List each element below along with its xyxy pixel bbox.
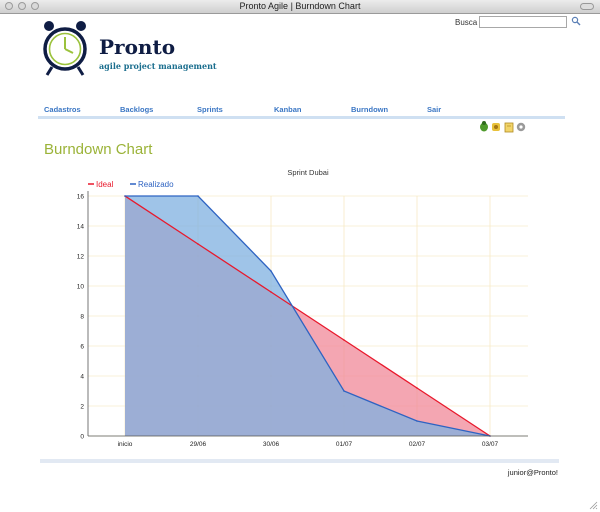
y-tick-label: 2: [80, 404, 84, 411]
x-tick-label: 03/07: [482, 441, 499, 448]
window-title: Pronto Agile | Burndown Chart: [239, 1, 361, 11]
point-ideal: [416, 387, 418, 389]
y-tick-label: 12: [77, 254, 85, 261]
point-realizado: [343, 390, 345, 392]
point-ideal: [197, 243, 199, 245]
wrench-icon[interactable]: [492, 123, 500, 131]
y-tick-label: 14: [77, 224, 85, 231]
nav-item-sair[interactable]: Sair: [427, 105, 442, 114]
toolbar-toggle-button[interactable]: [580, 3, 594, 10]
resize-grip-icon[interactable]: [589, 501, 598, 510]
page-title: Burndown Chart: [44, 141, 153, 158]
x-tick-label: 30/06: [263, 441, 280, 448]
alarm-clock-logo-icon: [43, 21, 87, 76]
nav-item-kanban[interactable]: Kanban: [274, 105, 302, 114]
point-realizado: [197, 195, 199, 197]
point-ideal: [343, 339, 345, 341]
zoom-window-button[interactable]: [31, 2, 39, 10]
point-ideal: [270, 291, 272, 293]
search-icon[interactable]: [571, 16, 581, 26]
x-tick-label: 29/06: [190, 441, 207, 448]
legend-label-realizado: Realizado: [138, 180, 174, 189]
nav-item-sprints[interactable]: Sprints: [197, 105, 223, 114]
y-tick-label: 8: [80, 314, 84, 321]
nav-item-backlogs[interactable]: Backlogs: [120, 105, 154, 114]
nav-divider: [38, 116, 565, 119]
x-tick-label: 02/07: [409, 441, 426, 448]
x-tick-label: inicio: [118, 441, 133, 448]
legend-label-ideal: Ideal: [96, 180, 114, 189]
document-icon[interactable]: [504, 122, 514, 133]
nav-item-burndown[interactable]: Burndown: [351, 105, 389, 114]
point-realizado: [124, 195, 126, 197]
brand-tagline: agile project management: [99, 61, 217, 71]
nav-item-cadastros[interactable]: Cadastros: [44, 105, 81, 114]
y-tick-label: 6: [80, 344, 84, 351]
point-realizado: [416, 420, 418, 422]
window-titlebar[interactable]: Pronto Agile | Burndown Chart: [0, 0, 600, 14]
line-ideal: [124, 195, 491, 437]
toolbar-icons: [480, 121, 526, 133]
search-input[interactable]: [479, 16, 567, 28]
burndown-chart: Sprint Dubai Ideal Realizado 0 2 4 6 8 10 12 14 16 i…: [77, 168, 528, 448]
gear-icon[interactable]: [516, 122, 526, 132]
chart-title: Sprint Dubai: [287, 168, 329, 177]
footer-user: junior@Pronto!: [507, 468, 558, 477]
y-tick-label: 16: [77, 194, 85, 201]
footer-divider: [40, 459, 559, 463]
bug-icon[interactable]: [480, 121, 488, 132]
x-tick-label: 01/07: [336, 441, 353, 448]
y-tick-label: 0: [80, 434, 84, 441]
close-window-button[interactable]: [5, 2, 13, 10]
search-label: Busca: [455, 18, 478, 27]
point-realizado: [270, 270, 272, 272]
minimize-window-button[interactable]: [18, 2, 26, 10]
brand-name: Pronto: [99, 35, 176, 59]
y-tick-label: 4: [80, 374, 84, 381]
line-realizado: [125, 195, 491, 437]
y-tick-label: 10: [77, 284, 85, 291]
